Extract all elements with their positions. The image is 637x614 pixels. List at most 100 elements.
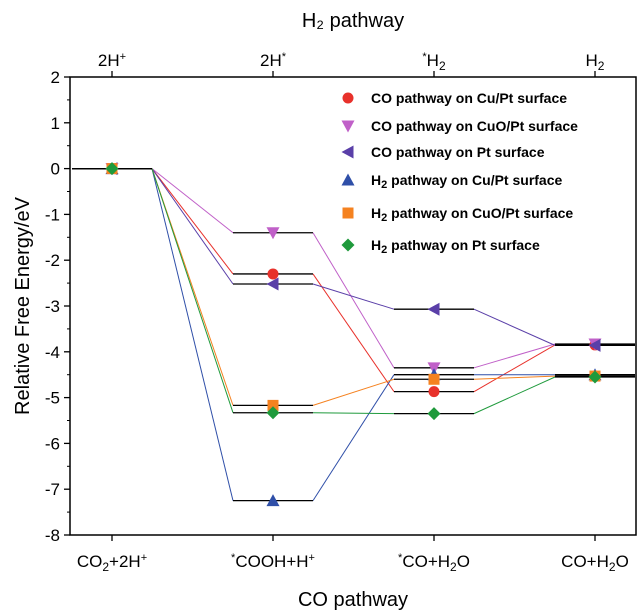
label-part: *	[231, 552, 236, 564]
y-tick-label: -6	[45, 434, 60, 453]
label-part: +2H	[109, 552, 141, 571]
label-part: H	[427, 51, 439, 70]
y-axis-title: Relative Free Energy/eV	[12, 196, 34, 415]
connector-line	[312, 378, 395, 406]
legend-label: CO pathway on CuO/Pt surface	[371, 118, 578, 134]
y-tick-label: -5	[45, 389, 60, 408]
y-tick-label: -3	[45, 297, 60, 316]
label-part: H	[586, 51, 598, 70]
plot-frame	[69, 76, 637, 536]
label-part: 2	[598, 59, 605, 73]
x-tick-label: CO+H2O	[561, 552, 629, 574]
label-part: Relative Free Energy/eV	[12, 196, 34, 415]
diamond-marker	[427, 407, 441, 421]
connector-line	[151, 168, 234, 285]
triangle-up-marker	[266, 494, 280, 507]
diamond-marker	[266, 406, 280, 420]
label-part: 2	[450, 560, 457, 574]
label-part: -3	[45, 297, 60, 316]
y-tick-label: -2	[45, 251, 60, 270]
circle-marker	[428, 386, 440, 398]
connector-line	[473, 344, 556, 393]
label-part: 2	[51, 68, 60, 87]
label-part: 2	[381, 179, 387, 191]
label-part: -5	[45, 389, 60, 408]
label-part: H	[371, 237, 381, 253]
label-part: pathway on CuO/Pt surface	[387, 205, 573, 221]
label-part: -6	[45, 434, 60, 453]
triangle-left-marker	[266, 277, 279, 291]
label-part: O	[457, 552, 470, 571]
label-part: H	[371, 205, 381, 221]
diamond-marker	[588, 370, 602, 384]
label-part: 2H	[98, 51, 120, 70]
connector-line	[151, 168, 234, 275]
label-part: *	[398, 552, 403, 564]
legend-label: CO pathway on Pt surface	[371, 144, 545, 160]
y-tick-label: -4	[45, 343, 60, 362]
data-markers	[105, 162, 602, 507]
x-tick-label: *COOH+H+	[231, 552, 315, 571]
diamond-marker	[341, 238, 355, 252]
label-part: -7	[45, 480, 60, 499]
triangle-left-marker	[427, 302, 440, 316]
label-part: -1	[45, 205, 60, 224]
triangle-up-marker	[341, 173, 355, 186]
y-tick-label: 0	[51, 160, 60, 179]
x2-tick-label: *H2	[422, 51, 446, 73]
label-part: 2	[609, 560, 616, 574]
legend-label: H2 pathway on CuO/Pt surface	[371, 205, 573, 224]
x-tick-label: CO2+2H+	[77, 552, 147, 574]
x2-tick-label: H2	[586, 51, 605, 73]
label-part: CO pathway on CuO/Pt surface	[371, 118, 578, 134]
x-axis-title: CO pathway	[298, 589, 408, 611]
triangle-left-marker	[341, 145, 354, 159]
diamond-marker	[105, 162, 119, 176]
circle-marker	[342, 92, 354, 104]
label-part: CO pathway on Pt surface	[371, 144, 545, 160]
label-part: +	[141, 552, 147, 564]
label-part: H	[371, 172, 381, 188]
connector-line	[151, 168, 234, 413]
label-part: 2	[381, 244, 387, 256]
label-part: 2H	[260, 51, 282, 70]
label-part: 2	[102, 560, 109, 574]
label-part: CO+H	[561, 552, 609, 571]
y-tick-label: -8	[45, 526, 60, 545]
triangle-down-marker	[266, 227, 280, 240]
label-part: pathway on Cu/Pt surface	[387, 172, 562, 188]
label-part: CO pathway	[298, 589, 408, 611]
connector-line	[312, 283, 395, 310]
connector-line	[312, 273, 395, 392]
label-part: H₂ pathway	[302, 10, 404, 32]
label-part: O	[616, 552, 629, 571]
connector-line	[312, 412, 395, 415]
label-part: 0	[51, 160, 60, 179]
label-part: 2	[381, 212, 387, 224]
label-part: 1	[51, 114, 60, 133]
label-part: +	[120, 51, 126, 63]
x2-tick-label: 2H+	[98, 51, 126, 70]
circle-marker	[267, 268, 279, 280]
label-part: -4	[45, 343, 60, 362]
connector-line	[473, 343, 556, 369]
label-part: pathway on Pt surface	[387, 237, 540, 253]
y-tick-label: -1	[45, 205, 60, 224]
connector-line	[151, 168, 234, 234]
label-part: -2	[45, 251, 60, 270]
triangle-down-marker	[341, 120, 355, 133]
x-tick-label: *CO+H2O	[398, 552, 470, 574]
legend-label: CO pathway on Cu/Pt surface	[371, 90, 567, 106]
label-part: -8	[45, 526, 60, 545]
x2-axis-title: H₂ pathway	[302, 10, 404, 32]
label-part: CO	[77, 552, 103, 571]
triangle-left-marker	[588, 338, 601, 352]
label-part: CO+H	[402, 552, 450, 571]
label-part: COOH+H	[235, 552, 308, 571]
connector-line	[312, 232, 395, 369]
legend-label: H2 pathway on Cu/Pt surface	[371, 172, 562, 191]
label-part: *	[282, 51, 287, 63]
plot-border	[69, 76, 637, 536]
